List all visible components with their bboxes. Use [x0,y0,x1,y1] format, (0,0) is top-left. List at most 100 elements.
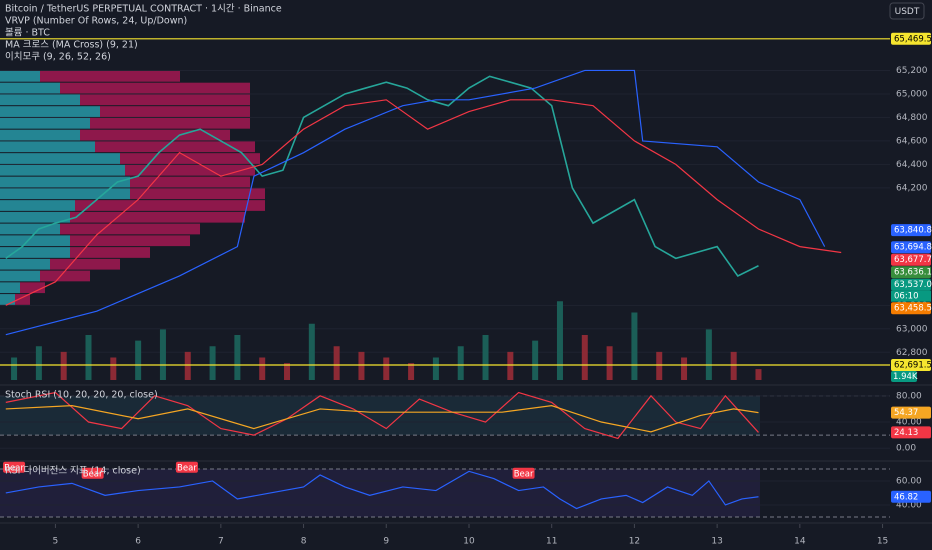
profile-down [130,176,250,188]
profile-up [0,141,95,153]
price-badge [891,224,931,237]
y-tick-label: 40.00 [896,418,922,428]
price-badge [891,253,931,266]
indicator-legend: 이치모쿠 (9, 26, 52, 26) [5,51,111,63]
countdown-badge [891,290,931,302]
y-tick-label: 64,200 [896,183,928,193]
x-tick-label: 11 [546,537,557,547]
volume-bar [730,351,737,380]
y-tick-label: 65,200 [896,66,928,76]
hline-badge [891,359,931,372]
profile-down [70,211,245,223]
volume-bar [556,301,563,380]
y-tick-label: 80.00 [896,391,922,401]
volume-bar [656,351,663,380]
price-label: 63,677.7 [894,255,932,265]
volume-bar [408,363,415,380]
x-tick-label: 10 [463,537,475,547]
x-tick-label: 12 [629,537,640,547]
y-tick-label: 63,000 [896,324,928,334]
volume-bar [681,357,688,380]
volume-bar [333,346,340,380]
profile-down [80,94,250,106]
volume-bar [606,346,613,380]
price-label: 63,694.8 [894,243,932,253]
profile-up [0,294,15,305]
y-tick-label: 0.00 [896,444,916,454]
profile-up [0,188,130,200]
price-label: 46.82 [894,492,918,502]
volume-bar [284,363,291,380]
indicator-legend: VRVP (Number Of Rows, 24, Up/Down) [5,16,187,27]
profile-down [70,235,190,247]
price-label: 63,537.0 [894,280,932,290]
price-badge [891,241,931,254]
volume-bar [209,346,216,380]
x-tick-label: 6 [135,537,141,547]
price-badge [891,278,931,291]
countdown: 06:10 [894,292,919,302]
currency-button[interactable] [889,2,925,20]
profile-up [0,270,40,282]
profile-up [0,106,100,117]
profile-up [0,247,70,258]
volume-bar [60,351,67,380]
profile-up [0,200,75,211]
bear-label: Bear [4,463,24,473]
profile-down [15,294,30,305]
y-tick-label: 64,400 [896,160,928,170]
x-tick-label: 9 [383,537,389,547]
profile-down [130,188,265,200]
hline-label: 62,691.5 [894,361,932,371]
volume-bar [755,369,762,380]
volume-label: 1.94K [893,372,918,382]
series-line [5,470,759,510]
volume-bar [507,351,514,380]
profile-up [0,164,125,176]
profile-down [60,82,250,94]
profile-down [125,164,255,176]
profile-down [95,141,255,153]
volume-bar [110,357,117,380]
volume-bar [35,346,42,380]
volume-bar [159,329,166,380]
volume-bar [184,351,191,380]
pane-title: Stoch RSI (10, 20, 20, 20, close) [5,390,158,401]
volume-bar [705,329,712,380]
price-badge [891,426,931,439]
y-tick-label: 62,800 [896,348,928,358]
price-badge [891,302,931,315]
price-badge [891,490,931,503]
series-line [5,75,759,277]
bear-badge [175,461,198,473]
x-tick-label: 8 [301,537,307,547]
pane-title: RSI 다이버전스 지표 (14, close) [5,466,141,477]
profile-down [70,247,150,258]
indicator-legend: MA 크로스 (MA Cross) (9, 21) [5,40,138,51]
series-line [5,99,842,306]
bear-badge [3,461,26,473]
profile-down [20,282,45,294]
bear-label: Bear [177,463,197,473]
y-tick-label: 64,800 [896,113,928,123]
series-line [5,69,826,336]
pane-title: Bitcoin / TetherUS PERPETUAL CONTRACT · … [5,4,282,15]
price-badge [891,266,931,279]
currency: USDT [895,7,920,17]
bear-label: Bear [514,469,534,479]
volume-bar [532,340,539,380]
bear-badge [512,467,535,479]
bear-label: Bear [83,469,103,479]
x-tick-label: 5 [53,537,59,547]
x-tick-label: 15 [877,537,888,547]
hline-label: 65,469.5 [894,34,932,44]
volume-bar [259,357,266,380]
profile-up [0,82,60,94]
volume-badge [891,371,917,382]
profile-up [0,176,130,188]
indicator-legend: 볼륨 · BTC [5,28,50,39]
profile-down [60,223,200,235]
profile-down [50,258,120,270]
volume-bar [457,346,464,380]
